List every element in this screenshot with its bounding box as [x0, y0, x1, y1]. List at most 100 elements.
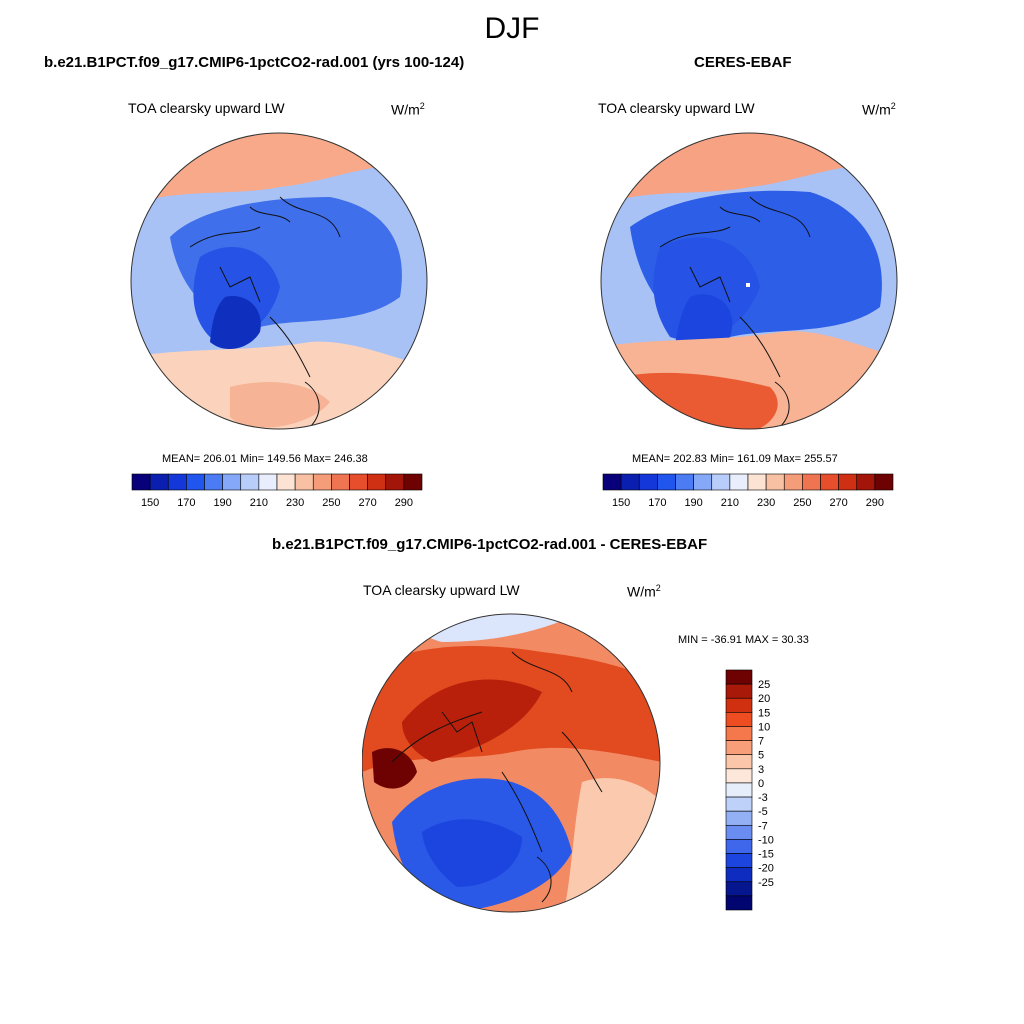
diff-colorbar-swatch: [725, 782, 753, 798]
model-colorbar: 150 170 190 210 230 250 270 290: [131, 473, 423, 509]
obs-colorbar-swatch: [820, 473, 839, 491]
model-colorbar-tick-label: 190: [213, 497, 231, 509]
obs-colorbar-tick-label: 150: [612, 497, 630, 509]
diff-colorbar-swatch: [725, 768, 753, 784]
model-colorbar-swatch: [167, 473, 187, 491]
diff-map-border: [362, 613, 661, 913]
diff-colorbar-tick-label: 25: [758, 679, 770, 691]
model-coastlines: [189, 196, 341, 428]
diff-panel-title: b.e21.B1PCT.f09_g17.CMIP6-1pctCO2-rad.00…: [272, 536, 708, 553]
obs-colorbar-tick-label: 190: [684, 497, 702, 509]
obs-colorbar-swatch: [620, 473, 640, 491]
model-colorbar-swatch: [349, 473, 368, 491]
model-colorbar-swatch: [403, 473, 423, 491]
model-polar-map: [130, 132, 428, 430]
model-map-border: [130, 132, 428, 430]
model-colorbar-tick-label: 270: [358, 497, 376, 509]
obs-missing-data-cell: [746, 283, 750, 287]
obs-coastlines: [659, 196, 811, 428]
model-colorbar-swatch: [186, 473, 205, 491]
figure-title: DJF: [484, 12, 540, 45]
obs-colorbar-tick-label: 290: [866, 497, 884, 509]
obs-colorbar-swatch: [856, 473, 876, 491]
obs-stats: MEAN= 202.83 Min= 161.09 Max= 255.57: [632, 453, 838, 465]
model-variable-label: TOA clearsky upward LW: [128, 100, 285, 116]
diff-colorbar-tick-label: -3: [758, 792, 768, 804]
obs-colorbar-tick-label: 210: [721, 497, 739, 509]
model-colorbar-tick-label: 210: [250, 497, 268, 509]
obs-colorbar: 150 170 190 210 230 250 270 290: [602, 473, 894, 509]
diff-colorbar-swatch: [725, 796, 753, 812]
obs-colorbar-swatch: [783, 473, 803, 491]
obs-polar-map: [600, 132, 898, 430]
obs-units-label: W/m2: [862, 101, 896, 118]
diff-colorbar-swatch: [725, 881, 753, 897]
diff-colorbar-tick-label: 0: [758, 778, 764, 790]
obs-colorbar-swatch: [638, 473, 658, 491]
diff-colorbar-tick-label: 5: [758, 750, 764, 762]
diff-colorbar-tick-label: 10: [758, 721, 770, 733]
obs-colorbar-swatch: [657, 473, 676, 491]
obs-colorbar-swatch: [675, 473, 694, 491]
obs-colorbar-tick-label: 270: [829, 497, 847, 509]
obs-panel-title: CERES-EBAF: [694, 54, 792, 71]
model-region-greenland-core: [210, 296, 261, 350]
model-panel-title: b.e21.B1PCT.f09_g17.CMIP6-1pctCO2-rad.00…: [44, 54, 465, 71]
obs-colorbar-swatch: [747, 473, 767, 491]
model-stats: MEAN= 206.01 Min= 149.56 Max= 246.38: [162, 453, 368, 465]
diff-colorbar-swatch: [725, 895, 753, 911]
model-colorbar-swatch: [258, 473, 278, 491]
obs-colorbar-tick-label: 170: [648, 497, 666, 509]
model-colorbar-swatch: [312, 473, 332, 491]
diff-colorbar-swatch: [725, 726, 753, 741]
diff-coastlines: [391, 651, 603, 903]
diff-colorbar-swatch: [725, 867, 753, 883]
diff-variable-label: TOA clearsky upward LW: [363, 582, 520, 598]
diff-colorbar-swatch: [725, 754, 753, 770]
diff-colorbar-tick-label: -7: [758, 820, 768, 832]
model-units-label: W/m2: [391, 101, 425, 118]
model-colorbar-tick-label: 250: [322, 497, 340, 509]
model-colorbar-swatch: [385, 473, 405, 491]
model-colorbar-swatch: [149, 473, 169, 491]
diff-colorbar: 25 20 15 10 7 5 3 0 -3 -5 -7 -10 -15 -20 -25: [725, 669, 774, 911]
obs-colorbar-swatch: [874, 473, 894, 491]
diff-colorbar-tick-label: -10: [758, 834, 774, 846]
diff-colorbar-swatch: [725, 810, 753, 826]
diff-colorbar-tick-label: 3: [758, 764, 764, 776]
diff-colorbar-swatch: [725, 712, 753, 727]
obs-colorbar-swatch: [838, 473, 858, 491]
diff-colorbar-tick-label: 20: [758, 693, 770, 705]
diff-colorbar-swatch: [725, 669, 753, 685]
obs-variable-label: TOA clearsky upward LW: [598, 100, 755, 116]
model-colorbar-swatch: [294, 473, 314, 491]
model-colorbar-swatch: [240, 473, 260, 491]
obs-colorbar-tick-label: 230: [757, 497, 775, 509]
diff-polar-map: [362, 613, 661, 913]
model-colorbar-tick-label: 290: [395, 497, 413, 509]
diff-region-north-america: [402, 679, 542, 762]
model-colorbar-swatch: [204, 473, 223, 491]
model-colorbar-swatch: [367, 473, 387, 491]
diff-colorbar-tick-label: -20: [758, 863, 774, 875]
model-colorbar-tick-label: 230: [286, 497, 304, 509]
diff-colorbar-swatch: [725, 740, 753, 756]
obs-colorbar-swatch: [711, 473, 731, 491]
obs-map-border: [600, 132, 898, 430]
diff-region-labrador: [372, 748, 417, 789]
model-colorbar-tick-label: 150: [141, 497, 159, 509]
diff-units-label: W/m2: [627, 583, 661, 600]
diff-colorbar-tick-label: -5: [758, 806, 768, 818]
diff-colorbar-swatch: [725, 683, 753, 699]
model-colorbar-tick-label: 170: [177, 497, 195, 509]
model-colorbar-swatch: [222, 473, 242, 491]
model-colorbar-swatch: [276, 473, 296, 491]
diff-stats: MIN = -36.91 MAX = 30.33: [678, 634, 809, 646]
diff-colorbar-tick-label: -15: [758, 849, 774, 861]
obs-colorbar-swatch: [602, 473, 622, 491]
model-region-europe: [230, 382, 330, 428]
obs-colorbar-swatch: [693, 473, 713, 491]
obs-region-canadian-arctic: [653, 237, 760, 341]
diff-region-greenland-core: [422, 819, 522, 887]
diff-colorbar-swatch: [725, 853, 753, 868]
